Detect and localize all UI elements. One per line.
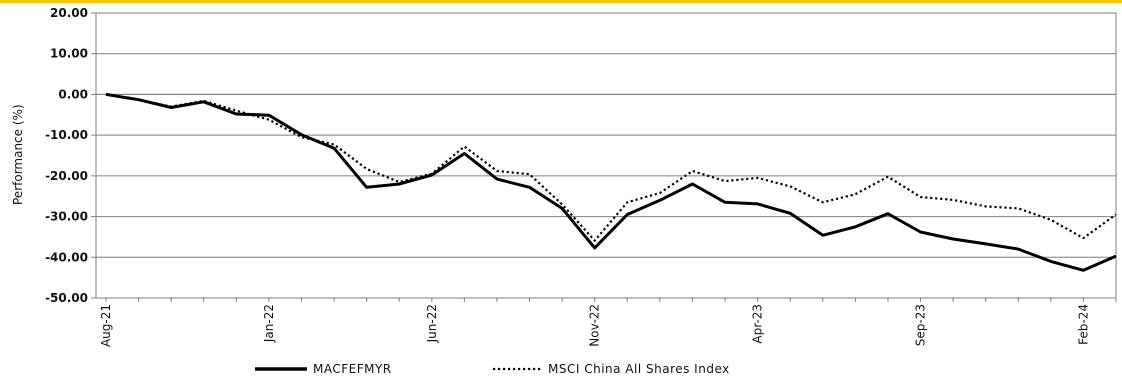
y-tick-label: -20.00 <box>45 169 88 183</box>
x-tick-label: Feb-24 <box>1076 304 1090 345</box>
x-tick-label: Jan-22 <box>262 304 276 343</box>
legend: MACFEFMYR MSCI China All Shares Index <box>255 362 730 376</box>
y-tick-label: 0.00 <box>58 87 88 101</box>
y-tick-label: -30.00 <box>45 210 88 224</box>
legend-label-msci-china: MSCI China All Shares Index <box>548 362 730 376</box>
series-lines <box>105 92 1117 272</box>
x-tick-label: Jun-22 <box>425 304 439 343</box>
y-axis-ticks: 20.00 10.00 0.00 -10.00 -20.00 -30.00 -40.00 -5… <box>45 6 96 305</box>
gridlines <box>96 53 1116 258</box>
legend-label-macfefmyr: MACFEFMYR <box>313 362 392 376</box>
x-tick-label: Aug-21 <box>99 304 113 347</box>
x-tick-label: Nov-22 <box>588 304 602 347</box>
series-line-macfefmyr <box>105 92 1117 272</box>
y-tick-label: -40.00 <box>45 250 88 264</box>
x-axis-ticks: Aug-21 Jan-22 Jun-22 Nov-22 Apr-23 Sep-23 Feb-… <box>99 298 1117 347</box>
plot-area <box>95 12 1117 299</box>
y-tick-label: 10.00 <box>50 47 88 61</box>
x-tick-label: Apr-23 <box>751 304 765 344</box>
series-line-msci-china <box>105 93 1117 242</box>
y-axis-label: Performance (%) <box>11 104 25 205</box>
top-accent-bar <box>0 0 1122 3</box>
y-tick-label: -10.00 <box>45 128 88 142</box>
y-tick-label: -50.00 <box>45 291 88 305</box>
x-tick-label: Sep-23 <box>914 304 928 346</box>
y-tick-label: 20.00 <box>50 6 88 20</box>
